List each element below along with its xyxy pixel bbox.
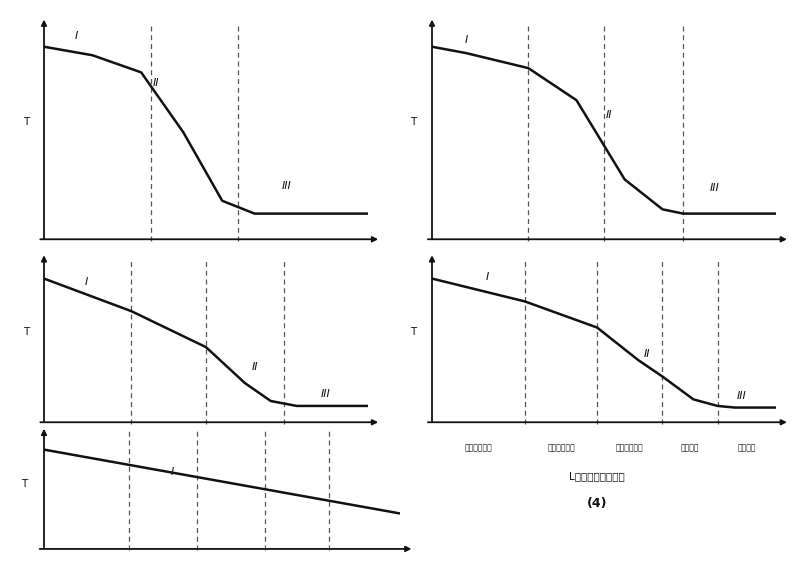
Text: T: T xyxy=(22,479,27,489)
Text: 第二领区、第三领区: 第二领区、第三领区 xyxy=(709,267,750,276)
Text: II: II xyxy=(644,348,650,359)
Text: L（石英套管长度）: L（石英套管长度） xyxy=(570,303,625,314)
Text: I: I xyxy=(170,467,174,477)
Text: 第三个子领区: 第三个子领区 xyxy=(231,444,258,453)
Text: 第二个子领区: 第二个子领区 xyxy=(552,267,580,276)
Text: III: III xyxy=(321,390,330,400)
Text: II: II xyxy=(153,78,159,88)
Text: 第二个子领区: 第二个子领区 xyxy=(155,444,182,453)
Text: T: T xyxy=(410,328,416,337)
Text: II: II xyxy=(251,362,258,372)
Text: I: I xyxy=(486,272,489,282)
Text: III: III xyxy=(737,391,746,401)
Text: I: I xyxy=(74,31,78,41)
Text: L（石英套管长度）: L（石英套管长度） xyxy=(570,471,625,481)
Text: 第三个子领区、第二领区、第三领区: 第三个子领区、第二领区、第三领区 xyxy=(266,267,340,276)
Text: 第二个子领区: 第二个子领区 xyxy=(547,444,575,453)
Text: 第一个子领区: 第一个子领区 xyxy=(466,267,494,276)
Text: T: T xyxy=(410,117,416,127)
Text: (2): (2) xyxy=(587,338,607,351)
Text: (4): (4) xyxy=(587,497,607,510)
Text: 第二领区: 第二领区 xyxy=(681,444,699,453)
Text: T: T xyxy=(23,328,30,337)
Text: I: I xyxy=(85,277,88,287)
Text: 第三个子领区: 第三个子领区 xyxy=(616,444,644,453)
Text: 第三个子领区: 第三个子领区 xyxy=(630,267,658,276)
Text: T: T xyxy=(23,117,30,127)
Text: (1): (1) xyxy=(190,338,210,351)
Text: 第一个子领区: 第一个子领区 xyxy=(83,267,111,276)
Text: L（石英套管长度）: L（石英套管长度） xyxy=(172,471,227,481)
Text: 第一个子领区: 第一个子领区 xyxy=(74,444,102,453)
Text: 第二领区、第三领区: 第二领区、第三领区 xyxy=(305,444,346,453)
Text: 第一个子领区: 第一个子领区 xyxy=(465,444,492,453)
Text: (3): (3) xyxy=(190,497,210,510)
Text: III: III xyxy=(282,181,292,191)
Text: 第二个子领区: 第二个子领区 xyxy=(181,267,209,276)
Text: I: I xyxy=(465,35,468,45)
Text: II: II xyxy=(606,110,613,120)
Text: III: III xyxy=(710,183,719,193)
Text: L（石英套管长度）: L（石英套管长度） xyxy=(172,303,227,314)
Text: 第三领区: 第三领区 xyxy=(738,444,756,453)
